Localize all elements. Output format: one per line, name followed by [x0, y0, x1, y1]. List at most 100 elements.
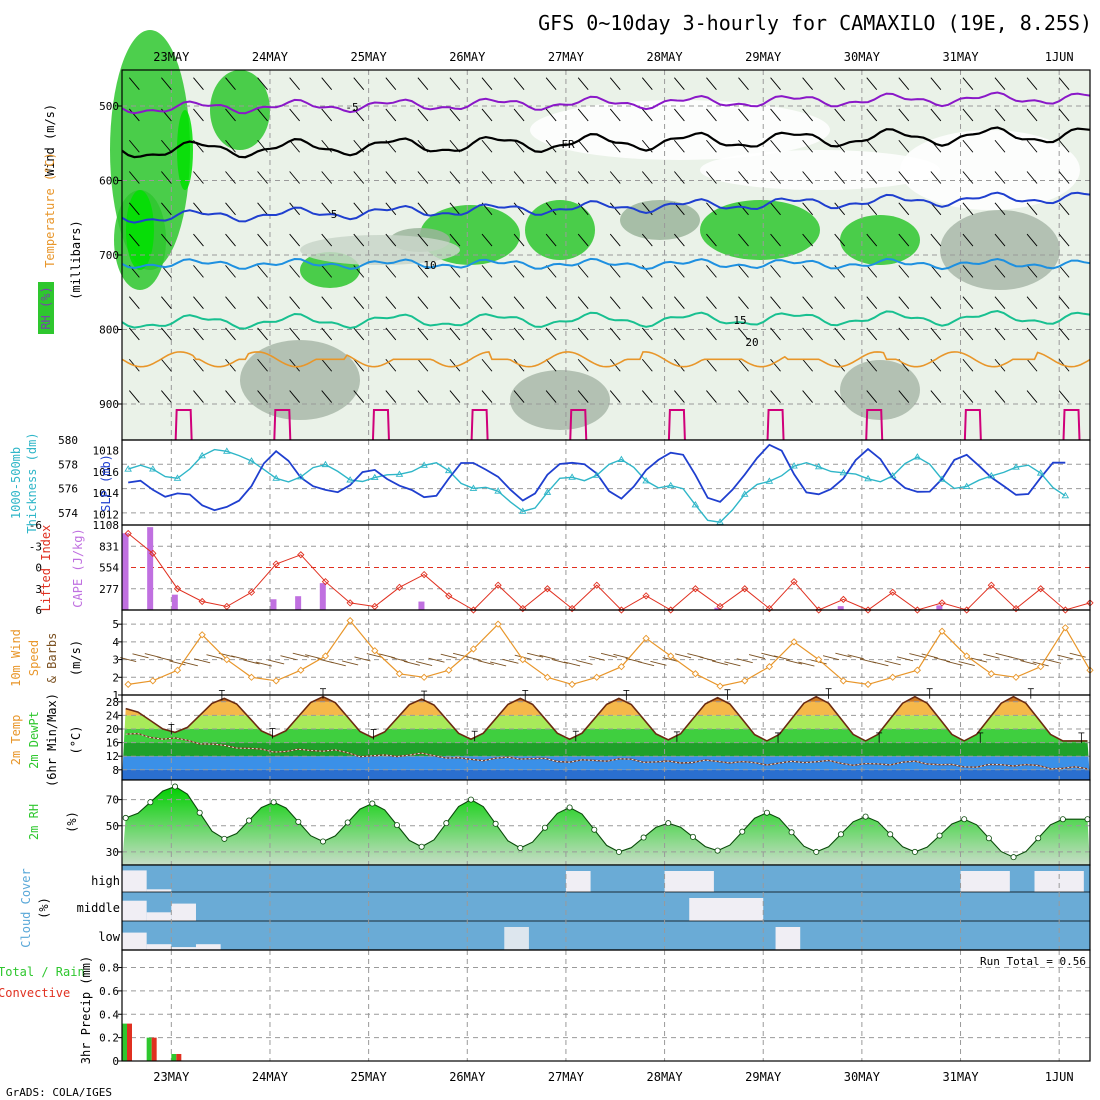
wind-barb-251 — [834, 358, 846, 372]
wind-barb-42 — [225, 358, 236, 372]
thick-right-tick-1012: 1012 — [93, 508, 120, 521]
wind-frame — [121, 609, 1091, 696]
warm-peak-1 — [273, 409, 292, 441]
rh-marker-26 — [443, 820, 450, 827]
wind-barb-288 — [962, 139, 974, 153]
wind-barb-239 — [802, 327, 813, 341]
wind-speed-marker-37 — [1037, 663, 1045, 671]
wind-barb-51 — [257, 296, 268, 309]
contour-t20 — [121, 351, 1091, 368]
wind-barb-204 — [706, 265, 717, 278]
cloud-low-bar-0 — [122, 932, 147, 950]
cloud-level-high: high — [91, 874, 120, 888]
wind-barb-196 — [674, 358, 685, 372]
wind-barb-58 — [289, 171, 300, 184]
wind-barb-300 — [994, 171, 1006, 184]
wind-barb-69 — [321, 171, 333, 184]
wind-barb-28 — [193, 265, 204, 278]
surface-barb-45 — [674, 653, 692, 659]
cloud-high-bar-0 — [122, 870, 147, 892]
lifted-index-marker-14 — [469, 606, 478, 614]
rh-marker-8 — [221, 835, 228, 842]
rh-tick-30: 30 — [106, 846, 119, 859]
cloud-middle-bar-2 — [171, 903, 196, 921]
wind-barb-224 — [770, 202, 781, 216]
rh-marker-10 — [246, 817, 253, 824]
cloud-patch-6 — [504, 927, 529, 950]
thickness-marker-36 — [568, 473, 576, 480]
wind-barb-34 — [225, 108, 236, 122]
wind-speed-marker-35 — [987, 670, 995, 678]
wind-speed-marker-9 — [346, 616, 354, 625]
lifted-index-marker-28 — [815, 606, 823, 614]
temp-tick-12: 12 — [106, 750, 119, 763]
wind-tick-5: 5 — [112, 618, 119, 631]
thick-left-tick-578: 578 — [58, 458, 78, 471]
thickness-marker-26 — [444, 466, 453, 474]
li-tick--6: -6 — [29, 519, 42, 532]
wind-barb-316 — [1026, 327, 1038, 341]
rh-marker-62 — [887, 831, 894, 838]
wind-speed-marker-20 — [617, 663, 626, 671]
thickness-marker-8 — [223, 447, 231, 454]
thickness-line — [127, 448, 1066, 523]
wind-barb-202 — [706, 202, 717, 216]
wind-speed-marker-3 — [198, 631, 206, 639]
wind-barb-200 — [706, 139, 717, 153]
wind-barb-165 — [609, 77, 621, 90]
wind-barb-0 — [128, 77, 140, 90]
surface-barb-66 — [933, 657, 951, 663]
wind-axis-labels: 10m Wind Speed & Barbs (m/s) — [9, 629, 83, 687]
rh-marker-42 — [640, 834, 647, 841]
lifted-index-marker-5 — [247, 588, 256, 596]
thickness-marker-64 — [913, 453, 922, 460]
rh-marker-68 — [961, 816, 968, 823]
surface-barb-6 — [194, 658, 211, 664]
wind-barb-8 — [128, 327, 140, 341]
wind-barb-219 — [738, 390, 749, 403]
rh-marker-78 — [1084, 816, 1091, 823]
wind-barb-16 — [161, 233, 172, 247]
lifted-index-marker-8 — [321, 578, 330, 586]
wind-barb-147 — [545, 202, 557, 216]
wind-barb-271 — [898, 296, 910, 309]
wind-barb-15 — [161, 202, 172, 216]
wind-barb-194 — [674, 296, 685, 309]
wind-barb-136 — [513, 202, 525, 216]
rh-region-14 — [840, 360, 920, 420]
thickness-marker-38 — [592, 471, 601, 478]
lifted-index-marker-22 — [667, 606, 675, 614]
surface-barb-38 — [588, 655, 605, 661]
rh-marker-40 — [615, 848, 622, 855]
surface-barb-35 — [551, 659, 568, 664]
wind-barb-119 — [449, 358, 461, 372]
lifted-index-marker-17 — [543, 585, 552, 593]
wind-barb-228 — [770, 327, 781, 341]
wind-barb-127 — [481, 265, 493, 278]
wind-barb-20 — [161, 358, 172, 372]
wind-barb-201 — [706, 171, 717, 184]
wind-axis-label: Wind (m/s) — [43, 104, 57, 176]
wind-barb-298 — [994, 108, 1006, 122]
temp-tick-28: 28 — [106, 696, 119, 709]
wind-barb-235 — [802, 202, 813, 216]
surface-barb-29 — [477, 660, 494, 665]
rh-region-11 — [620, 200, 700, 240]
wind-barb-80 — [353, 171, 365, 184]
thickness-label-1: 1000-500mb — [9, 447, 23, 519]
wind-speed-marker-38 — [1061, 624, 1069, 632]
wind-barb-11 — [161, 77, 172, 90]
wind-barb-76 — [321, 390, 333, 403]
wind-barb-48 — [257, 202, 268, 216]
wind-barb-109 — [417, 390, 429, 403]
rh-marker-48 — [714, 847, 721, 854]
temp-unit: (°C) — [69, 726, 83, 755]
temp-band-1 — [122, 756, 1090, 770]
lifted-index-marker-20 — [617, 606, 626, 614]
wind-barb-148 — [545, 233, 557, 247]
wind-barb-153 — [545, 390, 557, 403]
surface-barb-67 — [946, 660, 963, 666]
wind-barb-39 — [225, 265, 236, 278]
wind-barb-115 — [449, 233, 461, 247]
wind-barb-98 — [385, 390, 397, 403]
